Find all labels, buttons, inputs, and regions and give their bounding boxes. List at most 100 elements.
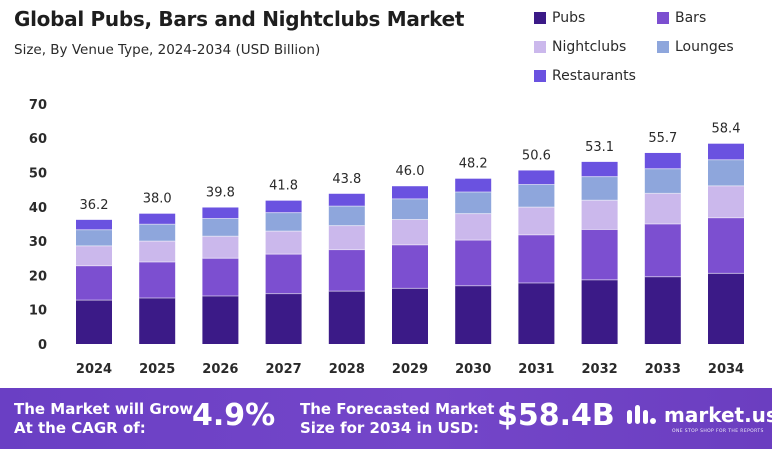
cagr-label-line2: At the CAGR of:: [14, 419, 146, 437]
legend-item-nightclubs: Nightclubs: [534, 39, 626, 55]
bar-segment-pubs-2024: [76, 300, 112, 344]
bar-segment-bars-2034: [708, 217, 744, 274]
bar-segment-nightclubs-2026: [202, 236, 239, 259]
bar-segment-bars-2027: [265, 254, 302, 294]
x-tick-label-2026: 2026: [202, 362, 238, 377]
bar-segment-pubs-2034: [708, 273, 744, 344]
cagr-value: 4.9%: [192, 398, 276, 433]
bar-segment-nightclubs-2031: [518, 207, 555, 235]
bar-segment-bars-2033: [644, 223, 681, 277]
cagr-label: The Market will Grow At the CAGR of:: [14, 400, 193, 438]
bar-segment-nightclubs-2030: [455, 213, 492, 241]
bar-segment-nightclubs-2025: [139, 241, 176, 263]
legend-swatch-lounges: [657, 41, 669, 53]
bar-segment-nightclubs-2029: [392, 219, 428, 245]
bar-segment-lounges-2027: [265, 212, 302, 232]
total-label-2024: 36.2: [80, 198, 109, 213]
total-label-2032: 53.1: [585, 140, 614, 155]
legend-label-restaurants: Restaurants: [552, 68, 636, 84]
total-label-2034: 58.4: [712, 122, 741, 137]
legend-label-lounges: Lounges: [675, 39, 734, 55]
total-label-2033: 55.7: [648, 131, 677, 146]
bar-segment-restaurants-2031: [518, 170, 555, 185]
bar-segment-restaurants-2030: [455, 178, 492, 193]
y-tick-label-40: 40: [29, 201, 47, 216]
bar-segment-bars-2031: [518, 234, 555, 283]
bar-segment-lounges-2024: [76, 229, 112, 246]
stacked-bar-chart: 01020304050607036.2202438.0202539.820264…: [29, 98, 744, 377]
legend-swatch-pubs: [534, 12, 546, 24]
footer-banner: The Market will Grow At the CAGR of: 4.9…: [0, 388, 772, 449]
y-tick-label-70: 70: [29, 98, 47, 113]
bar-segment-nightclubs-2032: [581, 200, 618, 230]
bar-segment-pubs-2027: [265, 293, 302, 344]
bar-segment-bars-2024: [76, 265, 112, 301]
y-tick-label-0: 0: [38, 338, 47, 353]
forecast-label-line1: The Forecasted Market: [300, 400, 495, 418]
bar-segment-pubs-2033: [644, 276, 681, 344]
bar-segment-restaurants-2024: [76, 219, 112, 230]
x-tick-label-2027: 2027: [266, 362, 302, 377]
legend-item-pubs: Pubs: [534, 10, 585, 26]
bar-segment-bars-2028: [328, 249, 365, 292]
x-tick-label-2032: 2032: [582, 362, 618, 377]
bar-segment-nightclubs-2034: [708, 185, 744, 218]
legend-swatch-nightclubs: [534, 41, 546, 53]
bar-segment-bars-2032: [581, 229, 618, 280]
legend-label-nightclubs: Nightclubs: [552, 39, 627, 55]
bar-segment-nightclubs-2024: [76, 245, 112, 266]
bar-segment-restaurants-2027: [265, 200, 302, 213]
bar-segment-pubs-2025: [139, 298, 176, 344]
bar-segment-restaurants-2028: [328, 193, 365, 207]
y-tick-label-10: 10: [29, 304, 47, 319]
cagr-label-line1: The Market will Grow: [14, 400, 194, 418]
y-tick-label-30: 30: [29, 235, 47, 250]
brand-logo: market.us: [626, 402, 772, 428]
bar-segment-nightclubs-2028: [328, 225, 365, 250]
legend-item-lounges: Lounges: [657, 39, 734, 55]
bar-segment-nightclubs-2027: [265, 231, 302, 255]
bar-segment-restaurants-2025: [139, 213, 176, 225]
x-tick-label-2031: 2031: [518, 362, 554, 377]
total-label-2031: 50.6: [522, 148, 551, 163]
bar-segment-restaurants-2032: [581, 161, 618, 177]
total-label-2030: 48.2: [459, 157, 488, 172]
total-label-2029: 46.0: [396, 164, 425, 179]
total-label-2026: 39.8: [206, 185, 235, 200]
forecast-label-line2: Size for 2034 in USD:: [300, 419, 479, 437]
bar-segment-bars-2029: [392, 244, 428, 289]
bar-segment-lounges-2026: [202, 218, 239, 237]
brand-tagline: ONE STOP SHOP FOR THE REPORTS: [672, 429, 764, 434]
y-tick-label-20: 20: [29, 269, 47, 284]
legend-item-bars: Bars: [657, 10, 706, 26]
bar-segment-lounges-2028: [328, 206, 365, 226]
legend-swatch-restaurants: [534, 70, 546, 82]
bar-segment-pubs-2029: [392, 288, 428, 344]
legend-label-bars: Bars: [675, 10, 707, 26]
x-tick-label-2025: 2025: [139, 362, 175, 377]
bar-segment-pubs-2028: [328, 291, 365, 344]
x-tick-label-2030: 2030: [455, 362, 491, 377]
legend-item-restaurants: Restaurants: [534, 68, 636, 84]
chart-title: Global Pubs, Bars and Nightclubs Market: [14, 7, 465, 31]
bar-segment-restaurants-2034: [708, 143, 744, 160]
forecast-value: $58.4B: [497, 398, 615, 433]
bar-segment-pubs-2032: [581, 279, 618, 344]
x-tick-label-2033: 2033: [645, 362, 681, 377]
bar-segment-bars-2026: [202, 258, 239, 296]
chart-legend: Pubs Bars Nightclubs Lounges Restaurants: [534, 8, 769, 90]
bar-segment-restaurants-2029: [392, 186, 428, 199]
x-tick-label-2028: 2028: [329, 362, 365, 377]
bar-segment-restaurants-2026: [202, 207, 239, 219]
y-tick-label-50: 50: [29, 167, 47, 182]
bar-segment-lounges-2033: [644, 168, 681, 194]
total-label-2028: 43.8: [332, 172, 361, 187]
total-label-2027: 41.8: [269, 179, 298, 194]
bar-segment-pubs-2030: [455, 285, 492, 344]
bar-segment-lounges-2025: [139, 224, 176, 242]
bar-segment-lounges-2029: [392, 198, 428, 220]
bar-segment-lounges-2034: [708, 159, 744, 186]
bar-segment-restaurants-2033: [644, 152, 681, 169]
x-tick-label-2024: 2024: [76, 362, 112, 377]
brand-name: market.us: [664, 403, 772, 427]
